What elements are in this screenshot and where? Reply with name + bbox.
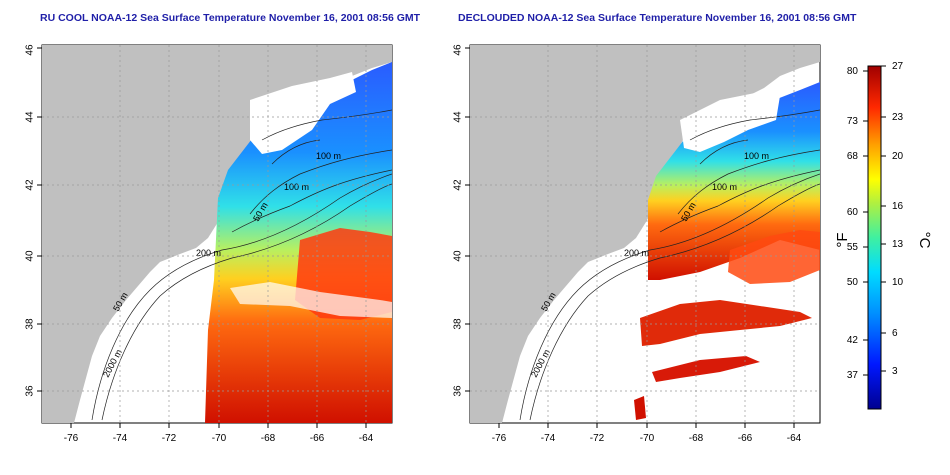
right-axis-ticks	[465, 47, 795, 428]
warm-fragment	[634, 396, 646, 420]
fahrenheit-tick: 50	[847, 277, 859, 288]
contour-label-100m-south: 100 m	[284, 182, 309, 192]
celsius-tick: 16	[892, 201, 904, 212]
x-tick-label: -76	[64, 433, 79, 444]
y-tick-label: 38	[25, 318, 36, 330]
y-tick-label: 46	[453, 44, 464, 56]
x-tick-label: -66	[310, 433, 325, 444]
y-tick-label: 38	[453, 318, 464, 330]
contour-label-100m-south: 100 m	[712, 182, 737, 192]
left-map-panel: 100 m 100 m 50 m 200 m 50 m 2000 m	[25, 44, 393, 444]
y-tick-label: 42	[25, 179, 36, 191]
x-tick-label: -72	[162, 433, 177, 444]
x-tick-label: -64	[359, 433, 374, 444]
warm-filament	[640, 300, 812, 346]
contour-label-200m: 200 m	[624, 248, 649, 258]
fahrenheit-tick: 73	[847, 116, 859, 127]
y-tick-label: 46	[25, 44, 36, 56]
warm-filament-south	[652, 356, 760, 382]
warm-patch	[728, 230, 820, 284]
fahrenheit-tick: 68	[847, 151, 859, 162]
contour-label-100m-north: 100 m	[316, 151, 341, 161]
right-map-title: DECLOUDED NOAA-12 Sea Surface Temperatur…	[458, 12, 857, 24]
celsius-tick: 6	[892, 328, 898, 339]
fahrenheit-unit-label: °F	[834, 232, 851, 247]
celsius-tick: 3	[892, 366, 898, 377]
celsius-tick: 13	[892, 239, 904, 250]
celsius-tick: 23	[892, 112, 904, 123]
gulf-of-maine-whitewater	[680, 92, 780, 152]
cloud-band	[230, 282, 392, 318]
x-tick-label: -68	[689, 433, 704, 444]
right-map-panel: 100 m 100 m 50 m 200 m 50 m 2000 m	[453, 44, 821, 444]
fahrenheit-tick: 55	[847, 242, 859, 253]
celsius-unit-label: °C	[916, 232, 933, 249]
bathymetry-contours	[91, 109, 392, 421]
contour-label-200m: 200 m	[196, 248, 221, 258]
gulf-of-maine-whitewater	[250, 72, 356, 154]
fahrenheit-tick: 42	[847, 335, 859, 346]
x-tick-label: -76	[492, 433, 507, 444]
y-tick-label: 42	[453, 179, 464, 191]
y-tick-label: 36	[453, 385, 464, 397]
sst-field	[205, 62, 392, 423]
celsius-tick: 10	[892, 277, 904, 288]
left-gridlines	[42, 45, 392, 423]
x-tick-label: -64	[787, 433, 802, 444]
x-tick-label: -74	[541, 433, 556, 444]
x-tick-label: -74	[113, 433, 128, 444]
temperature-colorbar: 80 73 68 60 55 50 42 37 27 23 20 16 13 1…	[834, 61, 933, 410]
land-mass	[470, 45, 820, 423]
fahrenheit-tick: 37	[847, 370, 859, 381]
y-tick-label: 44	[453, 111, 464, 123]
bathymetry-contours	[519, 109, 820, 421]
colorbar-ticks	[863, 65, 886, 376]
celsius-tick: 20	[892, 151, 904, 162]
land-mass	[42, 45, 392, 423]
x-tick-label: -66	[738, 433, 753, 444]
y-tick-label: 40	[25, 250, 36, 262]
fahrenheit-tick: 60	[847, 207, 859, 218]
left-axis-ticks	[37, 47, 367, 428]
fahrenheit-tick: 80	[847, 66, 859, 77]
colorbar-gradient	[867, 65, 882, 410]
contour-label-100m-north: 100 m	[744, 151, 769, 161]
left-map-title: RU COOL NOAA-12 Sea Surface Temperature …	[40, 12, 421, 24]
x-tick-label: -72	[590, 433, 605, 444]
x-tick-label: -68	[261, 433, 276, 444]
y-tick-label: 44	[25, 111, 36, 123]
y-tick-label: 40	[453, 250, 464, 262]
right-gridlines	[470, 45, 820, 423]
x-tick-label: -70	[640, 433, 655, 444]
sst-field-declouded	[648, 82, 820, 280]
celsius-tick: 27	[892, 61, 904, 72]
x-tick-label: -70	[212, 433, 227, 444]
y-tick-label: 36	[25, 385, 36, 397]
